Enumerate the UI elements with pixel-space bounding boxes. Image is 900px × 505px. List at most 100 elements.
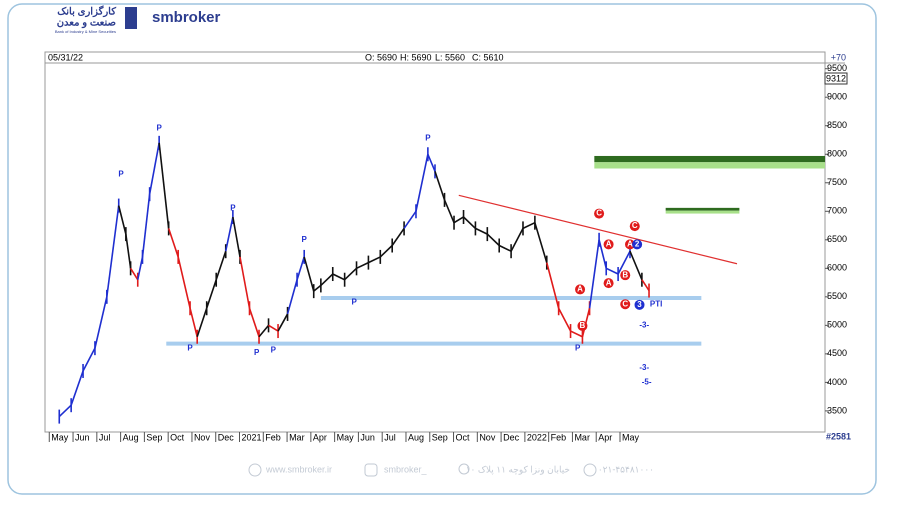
wave-marker [620, 270, 631, 281]
annotation: C [632, 221, 638, 230]
logo-text: Bank of Industry & Mine Securities [55, 29, 116, 34]
price-segment [617, 250, 631, 275]
x-tick-label: Apr [598, 432, 612, 442]
price-segment [443, 199, 455, 223]
insta-icon [364, 463, 378, 477]
price-segment [588, 239, 600, 309]
price-segment [248, 307, 260, 338]
wave-marker [634, 299, 645, 310]
annotation: A [577, 285, 583, 294]
y-tick-label: 5000 [827, 320, 847, 330]
price-segment [82, 347, 96, 372]
price-segment [403, 210, 417, 229]
ohlc: H: 5690 [400, 52, 432, 62]
annotation: P [254, 348, 260, 357]
annotation: -3- [639, 363, 649, 372]
x-tick-label: Feb [551, 432, 567, 442]
wave-marker [575, 284, 586, 295]
price-segment [486, 233, 500, 247]
x-tick-label: Mar [289, 432, 305, 442]
brand: smbroker [152, 9, 221, 26]
price-segment [94, 296, 108, 349]
annotation: P [302, 235, 308, 244]
footer: www.smbroker.ir smbroker_ خیابان ونزا کو… [248, 463, 654, 477]
logo-text: صنعت و معدن [57, 18, 116, 29]
x-tick-label: Apr [313, 432, 327, 442]
price-segment [534, 222, 548, 263]
price-segment [605, 267, 619, 275]
y-tick-label: 8000 [827, 149, 847, 159]
price-segment [70, 370, 84, 406]
date: 05/31/22 [48, 52, 83, 62]
x-tick-label: Sep [146, 432, 162, 442]
phone-icon [583, 463, 597, 477]
y-tick-label: 5500 [827, 291, 847, 301]
ohlc: L: 5560 [435, 52, 465, 62]
trendline [458, 194, 738, 265]
annotation: 3 [637, 300, 642, 309]
price-segment [510, 228, 524, 252]
x-tick-label: May [622, 432, 640, 442]
price-segment [462, 216, 476, 229]
annotation: P [118, 169, 124, 178]
annotation: P [187, 343, 193, 352]
annotation: -3- [639, 320, 649, 329]
phone: ۰۲۱-۴۵۴۸۱۰۰۰ [598, 464, 654, 474]
x-tick-label: May [337, 432, 355, 442]
wave-marker [620, 299, 631, 310]
wave-marker [577, 320, 588, 331]
price-segment [167, 228, 179, 258]
pin-icon [458, 463, 470, 475]
x-tick-label: Sep [432, 432, 448, 442]
price-segment [189, 308, 198, 337]
price-segment [391, 227, 405, 246]
price-segment [177, 256, 191, 309]
price-segment [303, 256, 315, 292]
annotation: P [271, 346, 277, 355]
annotation: P [230, 204, 236, 213]
x-tick-label: Jul [99, 432, 111, 442]
price-segment [356, 261, 369, 270]
address: خیابان ونزا کوچه ۱۱ پلاک ۱۰ [466, 464, 570, 475]
x-tick-label: Aug [123, 432, 139, 442]
annotation: C [596, 209, 602, 218]
price-segment [286, 279, 298, 315]
annotation: 2 [635, 239, 640, 248]
price-segment [545, 262, 560, 309]
price-segment [158, 142, 170, 229]
price-segment [415, 154, 429, 212]
logo-icon [125, 7, 137, 29]
wave-marker [629, 221, 640, 232]
y-tick-label: 9000 [827, 92, 847, 102]
price-segment [268, 324, 279, 332]
y-tick-label: 4000 [827, 377, 847, 387]
price-segment [379, 244, 393, 258]
annotation: C [622, 299, 628, 308]
price-tag-text: 9312 [826, 73, 846, 83]
x-tick-label: Nov [479, 432, 496, 442]
y-tick-label: 4500 [827, 348, 847, 358]
price-segment [522, 221, 536, 230]
volume-tag: #2581 [826, 431, 851, 441]
x-tick-label: Feb [265, 432, 281, 442]
price-segment [557, 307, 572, 332]
price-segment [427, 153, 436, 172]
website: www.smbroker.ir [265, 464, 332, 474]
price-segment [106, 205, 120, 297]
price-segment [205, 279, 217, 309]
price-segment [344, 267, 358, 281]
price-segment [296, 256, 305, 280]
x-tick-label: Oct [456, 432, 471, 442]
annotation: P [156, 124, 162, 133]
annotation: P [425, 133, 431, 142]
wave-marker [603, 278, 614, 289]
price-segment [277, 313, 289, 332]
x-tick-label: Oct [170, 432, 185, 442]
ohlc: O: 5690 [365, 52, 397, 62]
price-segment [368, 256, 381, 264]
price-segment [570, 330, 583, 338]
web-icon [248, 463, 262, 477]
instagram: smbroker_ [384, 464, 428, 474]
y-tick-label: 6000 [827, 263, 847, 273]
price-segment [117, 205, 127, 235]
